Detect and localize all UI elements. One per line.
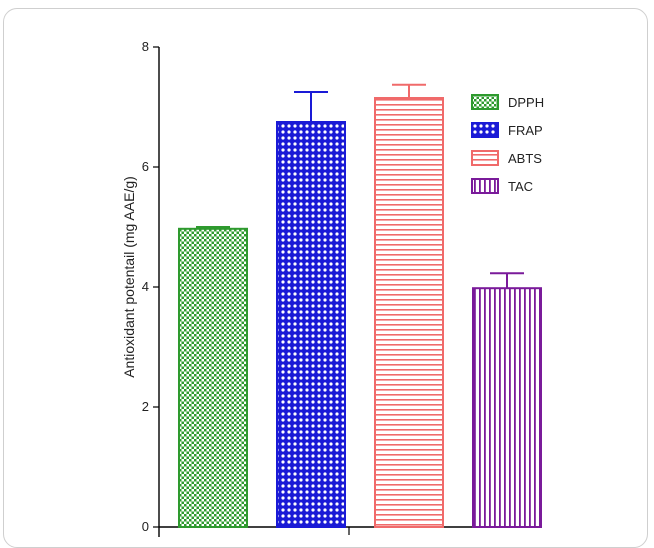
- bar-tac: [472, 287, 542, 529]
- legend-swatch-tac: [471, 178, 499, 194]
- figure-frame: 0 2 4 6 8 DPPH FRAP ABTS TAC Antioxidant potent…: [3, 8, 648, 548]
- chart-bars: [178, 83, 542, 529]
- legend-swatch-abts: [471, 150, 499, 166]
- legend-label-tac: TAC: [508, 179, 533, 194]
- legend-label-dpph: DPPH: [508, 95, 544, 110]
- bar-chart: 0 2 4 6 8 DPPH FRAP ABTS TAC Antioxidant potent…: [121, 39, 544, 537]
- y-tick-label: 4: [142, 279, 149, 294]
- legend-swatch-dpph: [471, 94, 499, 110]
- bar-abts: [374, 97, 444, 528]
- bar-dpph: [178, 227, 248, 529]
- y-tick-label: 8: [142, 39, 149, 54]
- chart-legend: DPPH FRAP ABTS TAC: [471, 94, 544, 194]
- legend-label-frap: FRAP: [508, 123, 543, 138]
- legend-swatch-frap: [471, 122, 499, 138]
- y-tick-label: 6: [142, 159, 149, 174]
- y-tick-label: 0: [142, 519, 149, 534]
- bar-frap: [276, 121, 346, 528]
- y-axis-title: Antioxidant potentail (mg AAE/g): [121, 176, 137, 378]
- y-tick-label: 2: [142, 399, 149, 414]
- legend-label-abts: ABTS: [508, 151, 542, 166]
